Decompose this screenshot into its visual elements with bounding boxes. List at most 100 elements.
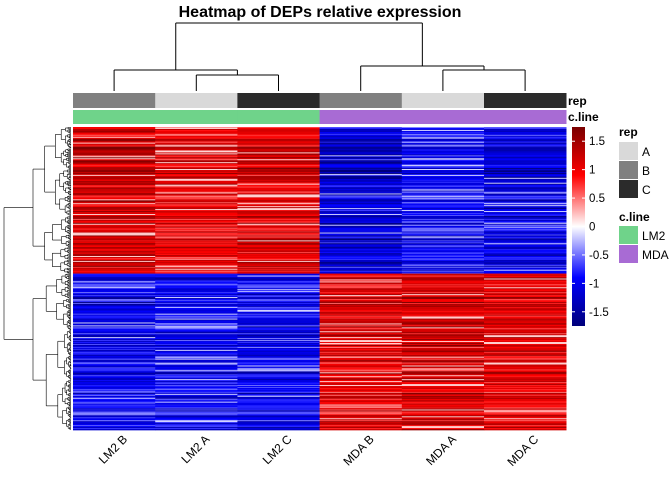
heatmap-cell xyxy=(73,238,156,240)
heatmap-cell xyxy=(484,409,567,411)
heatmap-cell xyxy=(73,273,156,275)
heatmap-cell xyxy=(401,419,485,421)
heatmap-cell xyxy=(401,401,485,403)
heatmap-cell xyxy=(484,149,567,151)
heatmap-cell xyxy=(319,300,403,302)
heatmap-cell xyxy=(237,314,320,316)
heatmap-cell xyxy=(319,176,403,179)
heatmap-cell xyxy=(401,137,485,140)
heatmap-cell xyxy=(319,241,403,243)
heatmap-cell xyxy=(484,343,567,345)
heatmap-cell xyxy=(484,241,567,243)
heatmap-cell xyxy=(237,306,320,309)
heatmap-cell xyxy=(237,155,320,157)
heatmap-cell xyxy=(401,306,485,309)
heatmap-cell xyxy=(484,428,567,430)
heatmap-cell xyxy=(401,317,485,319)
heatmap-cell xyxy=(237,387,320,390)
heatmap-cell xyxy=(155,266,238,269)
heatmap-cell xyxy=(237,394,320,397)
heatmap-cell xyxy=(155,411,238,413)
heatmap-cell xyxy=(155,302,238,305)
heatmap-cell xyxy=(401,321,485,323)
heatmap-cell xyxy=(155,204,238,206)
heatmap-cell xyxy=(401,427,485,429)
colorbar-tick-label: 0.5 xyxy=(589,193,605,205)
heatmap-cell xyxy=(73,190,156,192)
heatmap-cell xyxy=(484,150,567,152)
heatmap-cell xyxy=(155,140,238,143)
heatmap-cell xyxy=(401,193,485,195)
heatmap-cell xyxy=(237,185,320,187)
heatmap-cell xyxy=(237,144,320,146)
heatmap-cell xyxy=(401,167,485,169)
heatmap-cell xyxy=(155,379,238,381)
heatmap-cell xyxy=(484,141,567,143)
heatmap-cell xyxy=(401,389,485,392)
heatmap-cell xyxy=(401,326,485,328)
heatmap-cell xyxy=(484,214,567,217)
heatmap-cell xyxy=(237,403,320,405)
heatmap-cell xyxy=(155,214,238,217)
heatmap-cell xyxy=(401,422,485,424)
heatmap-cell xyxy=(155,357,238,359)
heatmap-cell xyxy=(73,376,156,378)
column-label: MDA B xyxy=(341,432,377,468)
heatmap-cell xyxy=(319,265,403,268)
heatmap-cell xyxy=(155,349,238,352)
heatmap-cell xyxy=(155,292,238,294)
heatmap-cell xyxy=(319,166,403,168)
heatmap-cell xyxy=(237,343,320,346)
heatmap-cell xyxy=(237,293,320,295)
heatmap-cell xyxy=(155,337,238,339)
heatmap-cell xyxy=(319,252,403,254)
heatmap-cell xyxy=(319,190,403,192)
heatmap-cell xyxy=(484,158,567,160)
heatmap-cell xyxy=(237,260,320,263)
heatmap-cell xyxy=(155,133,238,136)
heatmap-cell xyxy=(484,209,567,211)
heatmap-cell xyxy=(401,200,485,202)
heatmap-cell xyxy=(237,203,320,205)
heatmap-cell xyxy=(237,128,320,131)
heatmap-cell xyxy=(155,419,238,421)
heatmap-cell xyxy=(319,356,403,359)
heatmap-cell xyxy=(319,292,403,294)
heatmap-cell xyxy=(155,387,238,390)
heatmap-cell xyxy=(73,225,156,228)
heatmap-cell xyxy=(401,127,485,129)
heatmap-cell xyxy=(319,175,403,178)
heatmap-cell xyxy=(73,400,156,403)
heatmap-cell xyxy=(319,207,403,209)
heatmap-cell xyxy=(237,416,320,418)
heatmap-cell xyxy=(401,348,485,351)
heatmap-cell xyxy=(237,242,320,244)
heatmap-cell xyxy=(319,269,403,272)
heatmap-cell xyxy=(401,157,485,159)
heatmap-cell xyxy=(401,184,485,186)
heatmap-cell xyxy=(73,134,156,137)
heatmap-cell xyxy=(401,165,485,167)
heatmap-cell xyxy=(73,296,156,298)
heatmap-cell xyxy=(155,313,238,316)
heatmap-cell xyxy=(237,225,320,228)
heatmap-cell xyxy=(73,197,156,199)
heatmap-cell xyxy=(484,151,567,153)
heatmap-cell xyxy=(237,377,320,379)
heatmap-cell xyxy=(484,351,567,354)
heatmap-cell xyxy=(319,212,403,214)
heatmap-cell xyxy=(319,424,403,426)
heatmap-cell xyxy=(484,379,567,381)
heatmap-cell xyxy=(155,280,238,282)
heatmap-cell xyxy=(237,428,320,430)
heatmap-cell xyxy=(401,380,485,382)
heatmap-cell xyxy=(73,318,156,320)
heatmap-cell xyxy=(155,381,238,383)
heatmap-cell xyxy=(319,213,403,216)
heatmap-cell xyxy=(319,209,403,211)
heatmap-cell xyxy=(73,412,156,414)
heatmap-cell xyxy=(401,425,485,427)
heatmap-cell xyxy=(73,370,156,372)
heatmap-cell xyxy=(73,182,156,185)
heatmap-cell xyxy=(484,371,567,373)
